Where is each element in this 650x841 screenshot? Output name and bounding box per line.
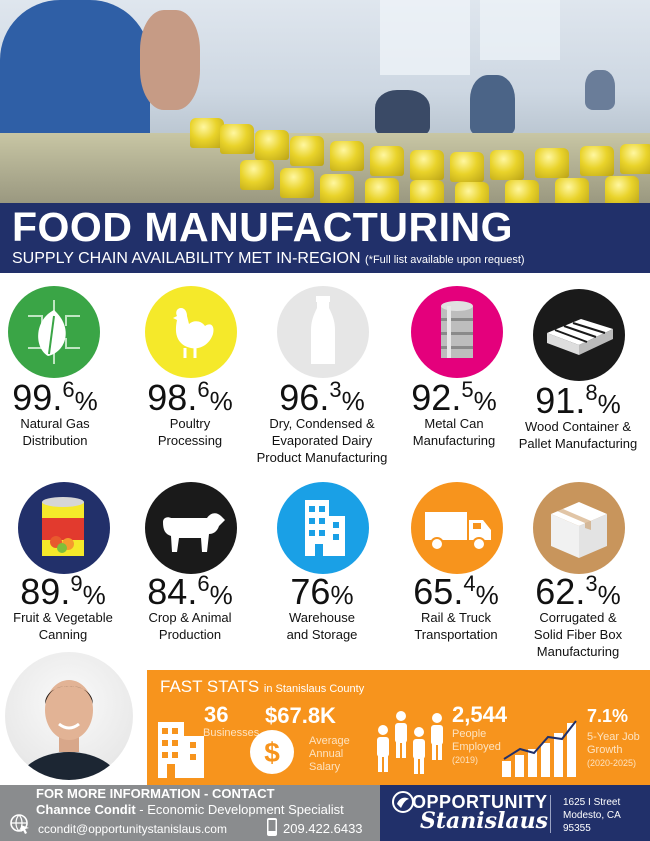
label-rail-truck: Rail & Truck Transportation — [414, 610, 498, 642]
dollar-icon: $ — [250, 730, 294, 774]
percent-dairy: 96.3% — [279, 377, 365, 418]
globe-logo-icon — [392, 791, 414, 813]
contact-phone[interactable]: 209.422.6433 — [283, 821, 363, 836]
growth-value: 7.1% — [587, 706, 629, 726]
warehouse-building-icon — [277, 482, 369, 574]
contact-heading: FOR MORE INFORMATION - CONTACT — [36, 786, 275, 801]
percent-rail-truck: 65.4% — [413, 571, 499, 612]
growth-label: 5-Year Job Growth (2020-2025) — [587, 731, 640, 768]
label-dairy: Dry, Condensed & Evaporated Dairy Product … — [256, 416, 388, 465]
label-metal-can: Metal Can Manufacturing — [412, 416, 496, 448]
truck-icon — [411, 482, 503, 574]
contact-name: Channce Condit — [36, 802, 136, 817]
percent-poultry: 98.6% — [147, 377, 233, 418]
svg-text:$: $ — [264, 737, 280, 768]
label-poultry: Poultry Processing — [157, 416, 223, 448]
contact-name-line: Channce Condit - Economic Development Sp… — [36, 802, 344, 817]
people-icon — [377, 711, 443, 774]
label-pallet: Wood Container & Pallet Manufacturing — [518, 419, 638, 451]
leaf-circuit-icon — [8, 286, 100, 378]
fast-stats-location: in Stanislaus County — [263, 683, 365, 695]
fast-stats-heading: FAST STATS — [160, 677, 260, 696]
label-warehouse: Warehouse and Storage — [286, 610, 358, 642]
logo-opportunity: OPPORTUNITY — [412, 792, 548, 812]
businesses-label: Businesses — [203, 727, 260, 739]
org-address: 1625 I Street Modesto, CA 95355 — [563, 797, 621, 834]
percent-corrugated: 62.3% — [535, 571, 621, 612]
milk-bottle-icon — [277, 286, 369, 378]
contact-photo — [5, 652, 133, 780]
label-fruit-veg: Fruit & Vegetable Canning — [13, 610, 113, 642]
percent-crop-animal: 84.6% — [147, 571, 233, 612]
percent-metal-can: 92.5% — [411, 377, 497, 418]
label-corrugated: Corrugated & Solid Fiber Box Manufacturing — [533, 610, 623, 659]
subtitle-note: (*Full list available upon request) — [365, 254, 525, 266]
page-subtitle: SUPPLY CHAIN AVAILABILITY MET IN-REGION … — [12, 250, 525, 269]
pallet-icon — [533, 289, 625, 381]
employed-label: People Employed (2019) — [452, 728, 501, 765]
contact-footer — [0, 785, 380, 841]
metal-can-icon — [411, 286, 503, 378]
chicken-icon — [145, 286, 237, 378]
logo-stanislaus: Stanislaus — [420, 808, 549, 834]
footer-divider — [550, 795, 551, 833]
fast-stats-title: FAST STATS in Stanislaus County — [160, 677, 364, 697]
cow-icon — [145, 482, 237, 574]
box-icon — [533, 482, 625, 574]
building-icon — [158, 722, 204, 778]
hero-photo — [0, 0, 650, 203]
growth-chart-icon — [502, 720, 577, 777]
percent-warehouse: 76% — [290, 571, 354, 612]
contact-email[interactable]: ccondit@opportunitystanislaus.com — [38, 822, 227, 836]
label-crop-animal: Crop & Animal Production — [148, 610, 232, 642]
percent-fruit-veg: 89.9% — [20, 571, 106, 612]
contact-role: - Economic Development Specialist — [135, 802, 344, 817]
canned-fruit-icon — [18, 482, 110, 574]
businesses-value: 36 — [204, 702, 229, 727]
salary-value: $67.8K — [265, 703, 336, 728]
org-footer — [380, 785, 650, 841]
percent-pallet: 91.8% — [535, 380, 621, 421]
phone-icon — [267, 818, 277, 836]
percent-natural-gas: 99.6% — [12, 377, 98, 418]
label-natural-gas: Natural Gas Distribution — [20, 416, 90, 448]
salary-label: Average Annual Salary — [309, 735, 350, 773]
page-title: FOOD MANUFACTURING — [12, 204, 513, 250]
subtitle-text: SUPPLY CHAIN AVAILABILITY MET IN-REGION — [12, 250, 361, 267]
title-band — [0, 203, 650, 273]
employed-value: 2,544 — [452, 702, 508, 727]
globe-mouse-icon — [10, 814, 29, 834]
